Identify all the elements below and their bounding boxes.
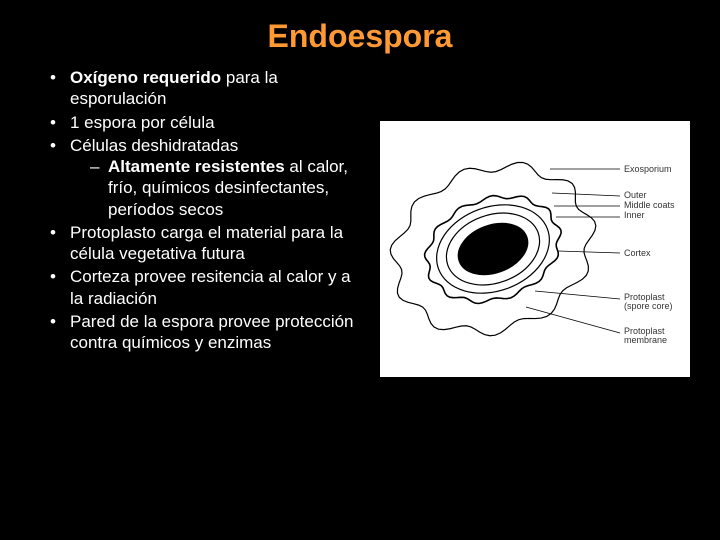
sub-bullet-list: Altamente resistentes al calor, frío, qu…: [70, 156, 364, 220]
leader-line: [526, 307, 620, 333]
bullet-text: Protoplasto carga el material para la cé…: [70, 223, 343, 263]
diagram-label: Cortex: [624, 249, 651, 258]
sub-bullet-item: Altamente resistentes al calor, frío, qu…: [90, 156, 364, 220]
leader-line: [552, 193, 620, 196]
leader-line: [535, 291, 620, 299]
bullet-text: Pared de la espora provee protección con…: [70, 312, 354, 352]
endospore-diagram: ExosporiumOuterMiddle coatsInnerCortexPr…: [380, 121, 690, 377]
slide-title: Endoespora: [0, 0, 720, 67]
bullet-text: Células deshidratadas: [70, 136, 238, 155]
leader-line: [558, 251, 620, 253]
bullet-text: Altamente resistentes: [108, 157, 285, 176]
diagram-label: Exosporium: [624, 165, 672, 174]
diagram-label: Protoplast(spore core): [624, 293, 673, 312]
diagram-column: ExosporiumOuterMiddle coatsInnerCortexPr…: [364, 67, 696, 377]
bullet-item: Células deshidratadasAltamente resistent…: [44, 135, 364, 220]
bullet-item: Pared de la espora provee protección con…: [44, 311, 364, 354]
content-row: Oxígeno requerido para la esporulación 1 …: [0, 67, 720, 377]
bullet-item: Corteza provee resitencia al calor y a l…: [44, 266, 364, 309]
bullet-item: Oxígeno requerido para la esporulación: [44, 67, 364, 110]
bullet-item: 1 espora por célula: [44, 112, 364, 133]
bullet-text: Corteza provee resitencia al calor y a l…: [70, 267, 351, 307]
spore-layer: [451, 214, 535, 284]
bullet-text: 1 espora por célula: [70, 113, 215, 132]
diagram-label: Protoplastmembrane: [624, 327, 667, 346]
bullet-column: Oxígeno requerido para la esporulación 1 …: [44, 67, 364, 377]
diagram-label: Inner: [624, 211, 645, 220]
bullet-list: Oxígeno requerido para la esporulación 1 …: [44, 67, 364, 353]
bullet-text: Oxígeno requerido: [70, 68, 221, 87]
bullet-item: Protoplasto carga el material para la cé…: [44, 222, 364, 265]
